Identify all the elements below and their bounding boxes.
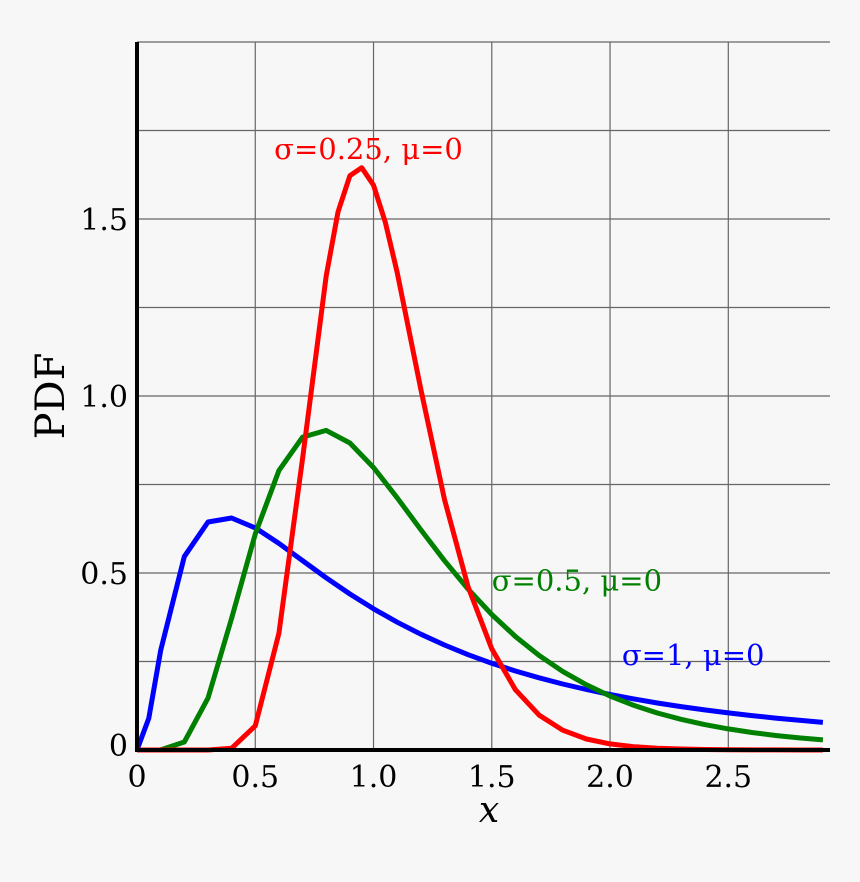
x-axis-label: x <box>479 790 499 831</box>
series-label-0: σ=1, μ=0 <box>622 638 765 672</box>
series-line-1 <box>136 427 824 753</box>
series-label-1: σ=0.5, μ=0 <box>492 564 662 598</box>
x-tick-label: 1.5 <box>468 760 516 795</box>
y-tick-label: 0.5 <box>80 557 128 592</box>
y-axis-label: PDF <box>28 353 74 440</box>
x-tick-label: 1.0 <box>350 760 398 795</box>
y-tick-label: 0 <box>109 729 128 764</box>
y-tick-label: 1.0 <box>80 380 128 415</box>
axes <box>135 42 830 752</box>
x-tick-label: 2.5 <box>704 760 752 795</box>
series-label-2: σ=0.25, μ=0 <box>274 132 463 166</box>
y-tick-label: 1.5 <box>80 203 128 238</box>
grid <box>137 41 830 750</box>
x-tick-label: 0.5 <box>231 760 279 795</box>
series-labels: σ=1, μ=0 σ=0.5, μ=0 σ=0.25, μ=0 <box>274 132 764 672</box>
series-line-0 <box>134 515 824 751</box>
x-tick-label: 0 <box>127 760 146 795</box>
x-tick-label: 2.0 <box>586 760 634 795</box>
tick-labels: 0 0.5 1.0 1.5 2.0 2.5 0 0.5 1.0 1.5 <box>80 203 752 795</box>
